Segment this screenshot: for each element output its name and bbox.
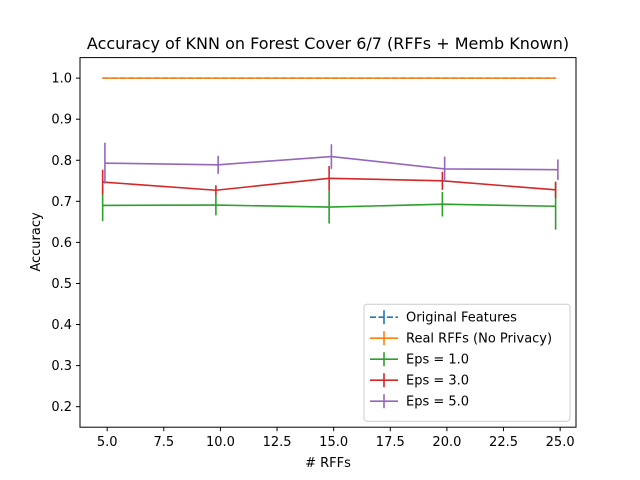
x-tick-label: 7.5 <box>153 435 174 450</box>
y-tick-label: 1.0 <box>51 72 72 87</box>
x-tick-label: 20.0 <box>432 435 461 450</box>
y-tick-label: 0.4 <box>51 318 72 333</box>
y-axis: 0.2 0.3 0.4 0.5 0.6 0.7 0.8 0.9 1.0 <box>51 72 80 415</box>
legend-label: Real RFFs (No Privacy) <box>406 332 552 347</box>
plot-lines <box>101 77 559 230</box>
y-tick-label: 0.9 <box>51 113 72 128</box>
x-tick-label: 5.0 <box>97 435 118 450</box>
series-5 <box>104 142 559 184</box>
legend: Original Features Real RFFs (No Privacy) E… <box>363 303 571 422</box>
legend-label: Eps = 1.0 <box>406 353 469 368</box>
x-tick-label: 22.5 <box>489 435 518 450</box>
legend-entry: Original Features <box>370 310 517 326</box>
x-tick-label: 12.5 <box>263 435 292 450</box>
x-axis-label: # RFFs <box>305 456 351 471</box>
x-axis: 5.0 7.5 10.0 12.5 15.0 17.5 20.0 22.5 25.0 <box>97 427 575 450</box>
legend-entry: Eps = 3.0 <box>370 373 469 389</box>
legend-entry: Eps = 1.0 <box>370 352 469 368</box>
legend-entry: Real RFFs (No Privacy) <box>370 331 552 347</box>
x-tick-label: 25.0 <box>546 435 575 450</box>
y-tick-label: 0.2 <box>51 400 72 415</box>
series-2 <box>101 77 557 79</box>
x-tick-label: 15.0 <box>319 435 348 450</box>
legend-label: Original Features <box>406 311 517 326</box>
series-4 <box>101 166 557 199</box>
chart-title: Accuracy of KNN on Forest Cover 6/7 (RFF… <box>87 34 569 53</box>
legend-label: Eps = 3.0 <box>406 374 469 389</box>
legend-entry: Eps = 5.0 <box>370 394 469 410</box>
legend-box <box>363 303 571 422</box>
x-tick-label: 17.5 <box>376 435 405 450</box>
y-axis-label: Accuracy <box>29 212 44 272</box>
x-tick-label: 10.0 <box>206 435 235 450</box>
y-tick-label: 0.8 <box>51 154 72 169</box>
legend-label: Eps = 5.0 <box>406 395 469 410</box>
y-tick-label: 0.7 <box>51 195 72 210</box>
y-tick-label: 0.5 <box>51 277 72 292</box>
y-tick-label: 0.3 <box>51 359 72 374</box>
y-tick-label: 0.6 <box>51 236 72 251</box>
